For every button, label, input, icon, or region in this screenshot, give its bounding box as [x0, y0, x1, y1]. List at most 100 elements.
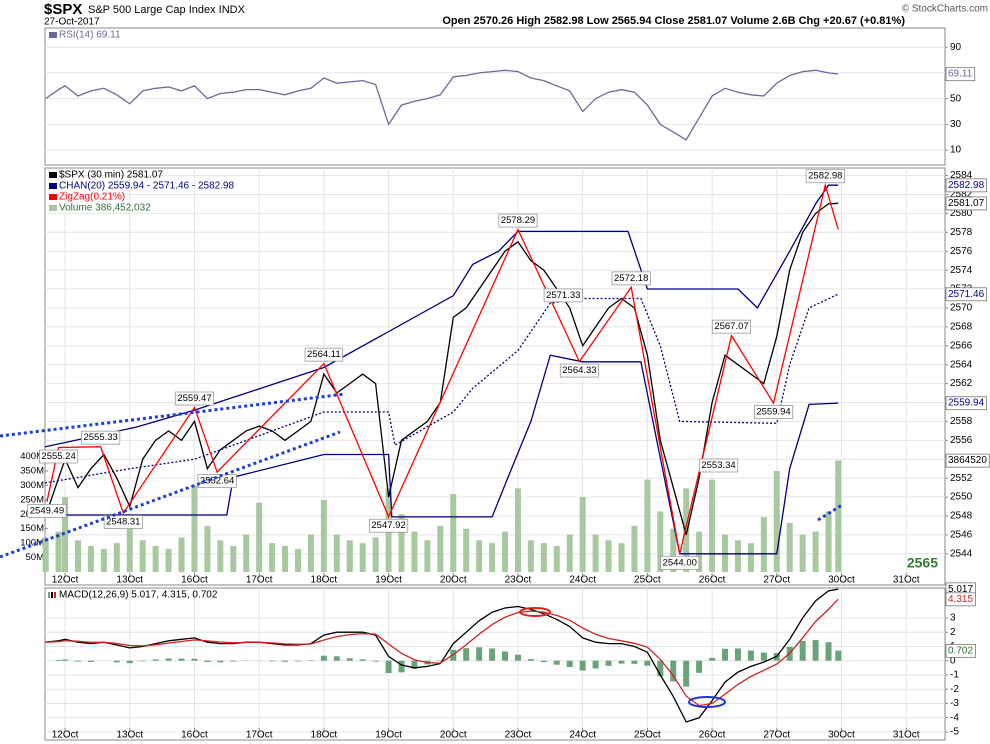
bar: [74, 660, 81, 662]
x-tick-label: 19Oct: [375, 730, 402, 741]
label-box: [698, 458, 739, 473]
series-line: [45, 354, 839, 555]
data-label: 2547.92: [371, 520, 405, 531]
bar: [553, 546, 560, 573]
bar: [489, 648, 496, 661]
label-box: [559, 363, 600, 378]
bar: [282, 660, 289, 662]
legend-swatch: [51, 592, 53, 598]
legend-swatch: [49, 194, 57, 200]
bar: [55, 531, 62, 573]
bar: [760, 652, 767, 661]
x-tick-label: 17Oct: [246, 575, 273, 586]
y-tick-label: 2578: [950, 227, 973, 238]
label-box: [945, 178, 987, 193]
bar: [709, 657, 716, 661]
bar: [346, 658, 353, 661]
bar: [411, 660, 418, 669]
x-tick-label: 30Oct: [828, 730, 855, 741]
y-tick-label: 2568: [950, 321, 973, 332]
bar: [398, 660, 405, 673]
y-tick-label: 2564: [950, 359, 973, 370]
bar: [346, 540, 353, 573]
bar: [191, 485, 198, 573]
bar: [113, 543, 120, 573]
legend-entry: ZigZag(0.21%): [59, 192, 125, 203]
y-tick-label: -3: [950, 698, 959, 709]
x-tick-label: 18Oct: [311, 575, 338, 586]
y-tick-label: 0: [950, 655, 956, 666]
last-value-flag: 5.017: [948, 584, 973, 595]
label-box: [498, 213, 538, 228]
y-tick-label: 2: [950, 627, 956, 638]
label-box: [39, 449, 79, 464]
x-tick-label: 12Oct: [52, 575, 79, 586]
bar: [527, 659, 534, 661]
bar: [320, 499, 327, 573]
y-tick-label: 2576: [950, 246, 973, 257]
x-tick-label: 13Oct: [116, 730, 143, 741]
bar: [320, 655, 327, 661]
y-tick-label: 2574: [950, 265, 973, 276]
legend-entry: $SPX (30 min) 2581.07: [59, 170, 163, 181]
bar: [87, 660, 94, 663]
label-box: [945, 196, 987, 211]
label-box: [660, 555, 700, 570]
label-box: [945, 592, 976, 607]
bar: [372, 660, 379, 662]
panel-frame: [44, 27, 946, 166]
x-tick-label: 27Oct: [763, 575, 790, 586]
last-value-flag: 0.702: [948, 645, 973, 656]
label-box: [711, 319, 752, 334]
label-box: [945, 287, 987, 302]
bar: [191, 658, 198, 661]
bar: [502, 531, 509, 573]
annotation: 2571.33: [546, 290, 580, 301]
y2-tick-label: 50M: [26, 552, 45, 563]
y2-tick-label: 400M: [20, 451, 44, 462]
legend-swatch: [49, 183, 57, 189]
x-tick-label: 27Oct: [763, 730, 790, 741]
x-tick-label: 17Oct: [246, 730, 273, 741]
bar: [42, 537, 49, 573]
x-tick-label: 25Oct: [634, 575, 661, 586]
panel-frame: [44, 167, 946, 586]
bar: [126, 514, 133, 573]
legend-entry: Volume 386,452,032: [59, 203, 151, 214]
bar: [566, 660, 573, 667]
x-tick-label: 19Oct: [375, 575, 402, 586]
y-tick-label: 2566: [950, 340, 973, 351]
bar: [256, 502, 263, 573]
bar: [126, 660, 133, 664]
annotation: 2553.34: [701, 460, 735, 471]
drawn-annotations: [0, 392, 843, 708]
bar: [113, 660, 120, 663]
data-label: 2548.31: [106, 517, 140, 528]
bar: [152, 546, 159, 573]
y-tick-label: 2584: [950, 170, 973, 181]
bar: [178, 537, 185, 573]
label-box: [543, 288, 583, 303]
label-box: [304, 347, 344, 362]
bar: [463, 648, 470, 661]
y-tick-label: 3: [950, 613, 956, 624]
x-tick-label: 31Oct: [893, 730, 920, 741]
data-label: 2559.47: [177, 393, 211, 404]
bar: [657, 511, 664, 573]
bar: [282, 546, 289, 573]
bar: [502, 651, 509, 661]
y-tick-label: 50: [950, 93, 962, 104]
series-line: [45, 598, 839, 707]
chart-subtitle: S&P 500 Large Cap Index INDX: [88, 4, 246, 16]
bar: [696, 531, 703, 573]
bar: [87, 546, 94, 573]
bar: [217, 660, 224, 663]
bar: [747, 543, 754, 573]
bar: [683, 488, 690, 573]
legend-swatch: [54, 592, 56, 598]
bar: [579, 496, 586, 573]
bar: [333, 656, 340, 661]
legend-title: MACD(12,26,9) 5.017, 4.315, 0.702: [59, 590, 218, 601]
